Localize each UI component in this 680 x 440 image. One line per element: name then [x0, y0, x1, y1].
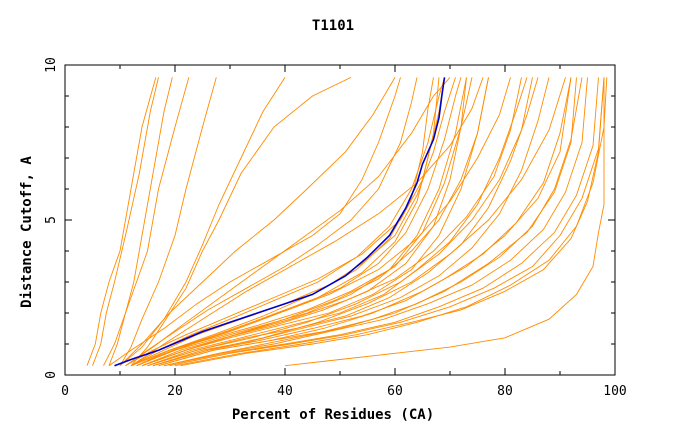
model-line-10 [130, 77, 456, 367]
model-line-27 [180, 77, 608, 367]
x-tick-label: 40 [277, 384, 293, 399]
highlight-line [114, 77, 446, 367]
model-line-4 [103, 77, 190, 366]
x-axis-label: Percent of Residues (CA) [232, 407, 434, 423]
model-line-25 [169, 77, 605, 367]
axis-layer: 0 20 40 60 80 100 0 5 10 [44, 57, 627, 399]
model-line-37 [163, 77, 577, 367]
x-tick-label: 60 [387, 384, 403, 399]
model-line-39 [136, 77, 511, 367]
model-line-26 [174, 77, 605, 367]
model-line-2 [92, 77, 159, 366]
model-line-23 [163, 77, 588, 367]
model-line-19 [147, 77, 539, 367]
model-line-33 [130, 77, 434, 367]
model-line-38 [284, 77, 605, 367]
model-line-5 [119, 77, 217, 366]
series-layer [86, 76, 608, 367]
model-line-35 [125, 77, 451, 367]
model-line-1 [108, 77, 173, 366]
model-line-36 [130, 77, 484, 367]
model-line-16 [141, 77, 489, 367]
x-tick-label: 80 [497, 384, 513, 399]
model-line-13 [136, 77, 467, 367]
y-axis-label: Distance Cutoff, A [19, 156, 35, 308]
model-line-7 [130, 76, 352, 366]
model-line-8 [108, 77, 401, 367]
y-tick-label: 10 [44, 57, 59, 73]
model-line-29 [147, 77, 533, 367]
x-tick-label: 100 [603, 384, 626, 399]
model-line-34 [119, 77, 396, 367]
x-tick-label: 20 [167, 384, 183, 399]
model-line-12 [136, 77, 462, 367]
y-tick-label: 0 [44, 371, 59, 379]
model-line-11 [130, 77, 445, 367]
model-line-24 [163, 77, 599, 367]
y-tick-label: 5 [44, 216, 59, 224]
model-line-32 [158, 77, 572, 367]
model-line-40 [141, 77, 522, 367]
x-tick-label: 0 [61, 384, 69, 399]
chart-title: T1101 [312, 18, 354, 34]
model-line-30 [152, 77, 566, 367]
model-line-9 [125, 77, 418, 367]
model-line-3 [86, 77, 157, 366]
